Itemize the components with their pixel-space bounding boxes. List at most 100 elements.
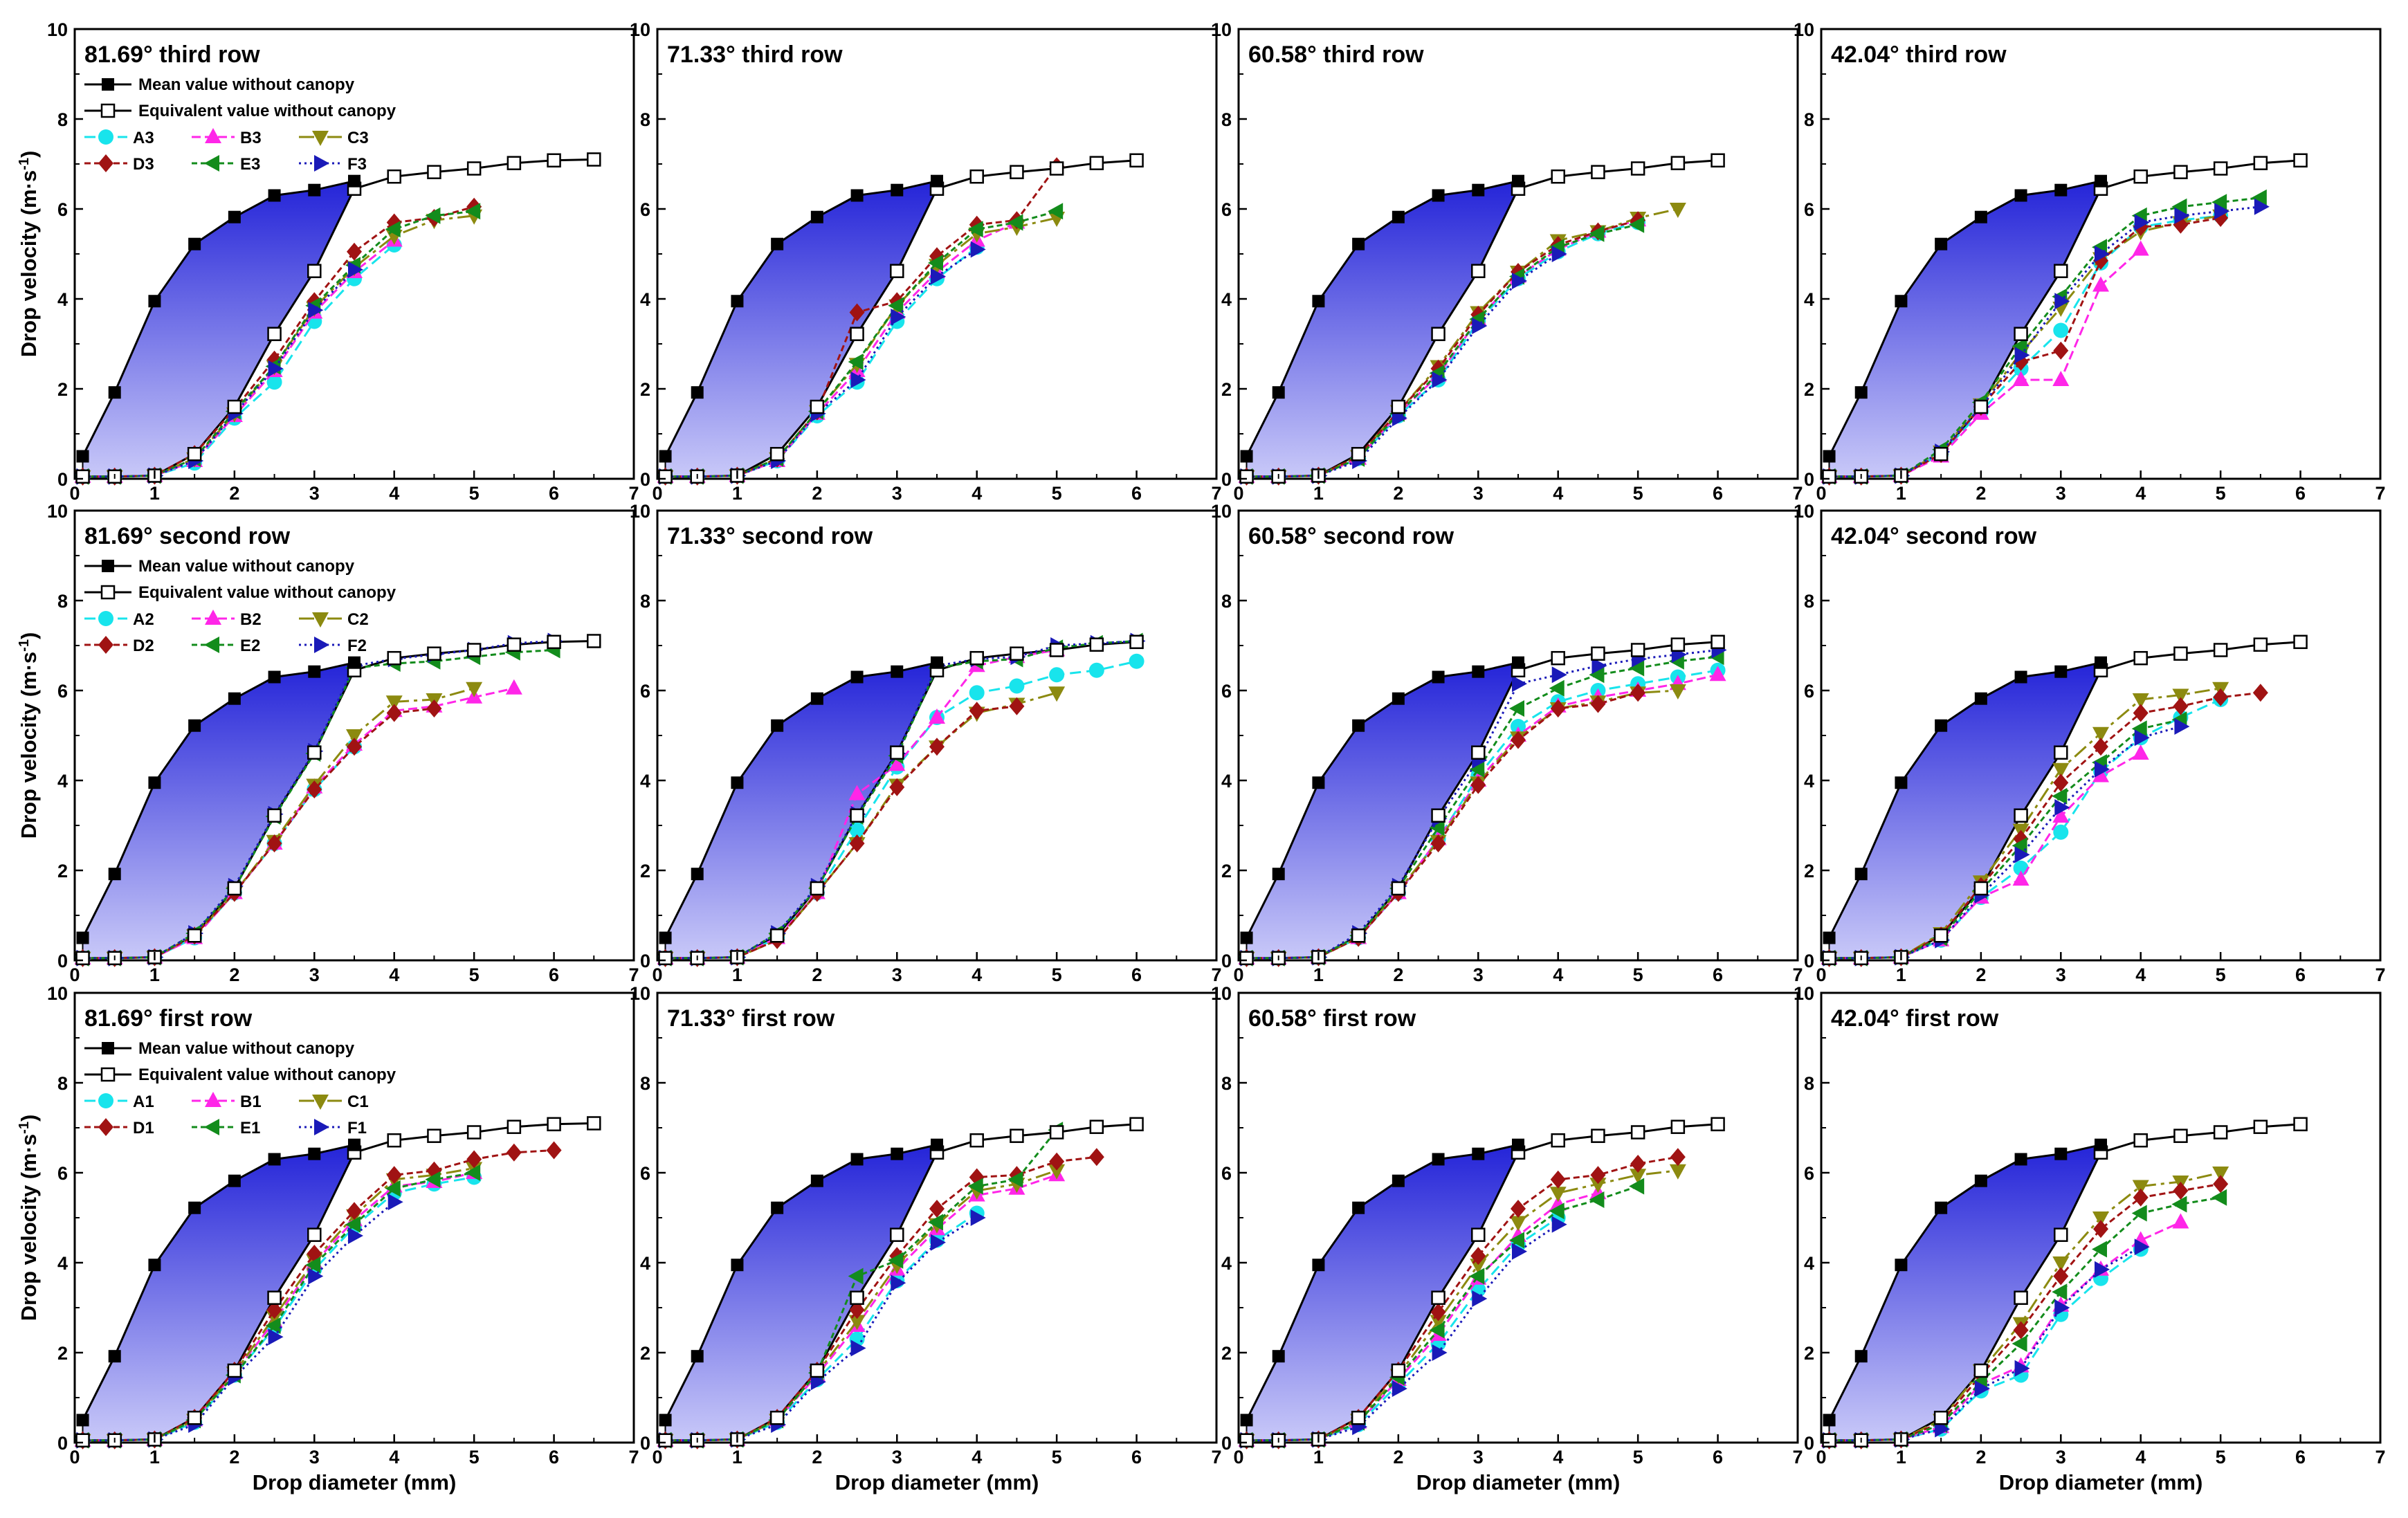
- point-D1: [2173, 1182, 2189, 1200]
- mean-point: [188, 1201, 201, 1214]
- y-tick-label: 6: [1804, 681, 1814, 702]
- legend-marker-F1: [314, 1119, 329, 1135]
- x-tick-label: 6: [2295, 483, 2306, 504]
- legend-label-A2: A2: [133, 610, 154, 629]
- equivalent-point: [267, 1290, 282, 1305]
- mean-point: [308, 183, 321, 196]
- y-axis-label-main: Drop velocity (m·s: [17, 170, 41, 357]
- mean-point: [1312, 776, 1325, 789]
- mean-point: [1935, 719, 1948, 732]
- y-tick-label: 2: [640, 379, 650, 400]
- equivalent-point: [187, 1411, 202, 1425]
- x-tick-label: 5: [2216, 964, 2226, 985]
- point-E3: [465, 203, 481, 220]
- legend-label-C3: C3: [347, 129, 369, 147]
- y-tick-label: 0: [1804, 469, 1814, 490]
- equivalent-point: [2253, 1119, 2268, 1134]
- point-F3: [2174, 207, 2190, 224]
- point-D2: [849, 834, 865, 852]
- x-tick-label: 4: [389, 1447, 399, 1467]
- x-tick-label: 5: [469, 964, 480, 985]
- x-tick-label: 6: [549, 483, 559, 504]
- equivalent-point: [427, 1128, 441, 1143]
- mean-point: [308, 1147, 321, 1160]
- y-tick-label: 4: [1804, 771, 1814, 792]
- x-tick-label: 0: [1233, 1447, 1243, 1467]
- mean-point: [1240, 1414, 1253, 1427]
- equivalent-point: [1822, 951, 1836, 965]
- x-tick-label: 3: [2056, 964, 2066, 985]
- series-line-D2: [1829, 691, 2261, 960]
- equivalent-point: [1551, 169, 1565, 184]
- legend-marker-B3: [205, 128, 221, 143]
- point-D1: [1470, 1247, 1486, 1265]
- equivalent-point: [1431, 808, 1445, 823]
- panel-1: 0 1 2 3 4 5 6 7 0 2 4 6 8 10 81.69° third row Mean valu…: [17, 19, 639, 531]
- point-F3: [1472, 318, 1488, 334]
- legend-marker-A2: [98, 611, 113, 626]
- point-D1: [1670, 1148, 1686, 1167]
- point-D2: [2093, 738, 2108, 756]
- y-axis-label: Drop velocity (m·s-1): [17, 151, 41, 358]
- y-tick-label: 8: [1804, 1073, 1814, 1094]
- point-F1: [387, 1194, 403, 1211]
- mean-point: [891, 1147, 904, 1160]
- point-D2: [1511, 731, 1526, 749]
- equivalent-point: [466, 161, 482, 176]
- mean-point: [1854, 386, 1868, 399]
- y-tick-label: 6: [640, 1163, 650, 1184]
- equivalent-point: [810, 399, 825, 414]
- x-tick-label: 6: [1713, 483, 1723, 504]
- x-tick-label: 5: [2216, 1447, 2226, 1467]
- equivalent-point: [2054, 264, 2068, 278]
- y-tick-label: 2: [1804, 1343, 1814, 1364]
- point-A3: [266, 374, 282, 390]
- equivalent-point: [1049, 1125, 1064, 1140]
- mean-line: [664, 661, 938, 939]
- x-tick-label: 3: [1473, 1447, 1484, 1467]
- point-F2: [2174, 718, 2190, 735]
- mean-point: [659, 1414, 672, 1427]
- point-D1: [2133, 1188, 2149, 1207]
- equivalent-point: [1973, 399, 1989, 414]
- mean-point: [188, 237, 201, 250]
- mean-point: [731, 295, 744, 308]
- legend-label-E3: E3: [240, 155, 260, 174]
- mean-point: [2014, 1153, 2027, 1166]
- mean-point: [1823, 1414, 1836, 1427]
- mean-point: [1854, 1350, 1868, 1363]
- y-tick-label: 6: [57, 199, 68, 220]
- x-tick-label: 7: [628, 964, 639, 985]
- point-D1: [1511, 1200, 1526, 1218]
- series-line-B1: [1246, 1191, 1598, 1442]
- equivalent-point: [75, 1433, 90, 1447]
- equivalent-point: [1551, 1133, 1565, 1148]
- point-E1: [345, 1216, 361, 1233]
- point-A2: [849, 822, 865, 838]
- mean-point: [810, 692, 823, 705]
- equivalent-point: [507, 1119, 522, 1134]
- x-tick-label: 0: [652, 1447, 662, 1467]
- equivalent-point: [1711, 153, 1725, 168]
- point-D1: [466, 1150, 482, 1169]
- y-tick-label: 2: [1221, 379, 1232, 400]
- equivalent-point: [1129, 153, 1144, 168]
- y-tick-label: 2: [640, 1343, 650, 1364]
- point-E2: [1589, 666, 1605, 684]
- equivalent-point: [1351, 447, 1366, 461]
- legend-label-A1: A1: [133, 1092, 154, 1111]
- y-tick-label: 8: [1804, 109, 1814, 130]
- mean-point: [1974, 210, 1987, 223]
- mean-point: [2095, 174, 2107, 188]
- point-D1: [2013, 1321, 2029, 1339]
- mean-point: [1240, 931, 1253, 944]
- point-E1: [1549, 1202, 1565, 1220]
- y-tick-label: 0: [57, 469, 68, 490]
- point-A2: [1009, 678, 1025, 694]
- point-C1: [2212, 1167, 2229, 1182]
- y-tick-label: 2: [57, 861, 68, 881]
- equivalent-point: [2293, 153, 2308, 168]
- point-F1: [891, 1274, 906, 1292]
- x-tick-label: 4: [972, 1447, 982, 1467]
